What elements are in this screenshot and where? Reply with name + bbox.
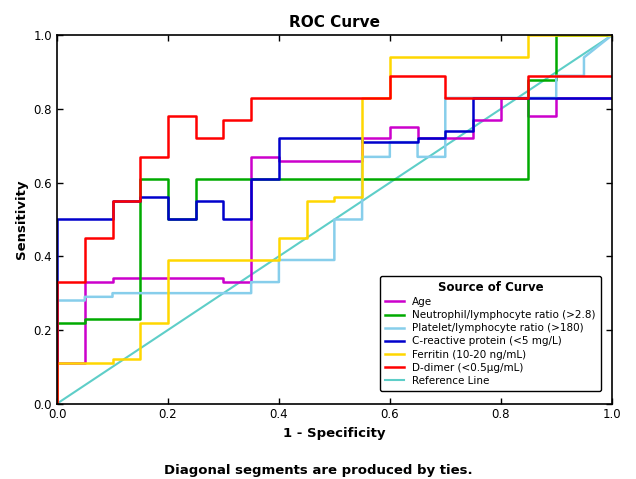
X-axis label: 1 - Specificity: 1 - Specificity bbox=[283, 427, 385, 440]
Text: Diagonal segments are produced by ties.: Diagonal segments are produced by ties. bbox=[163, 464, 473, 477]
Y-axis label: Sensitivity: Sensitivity bbox=[15, 180, 28, 259]
Title: ROC Curve: ROC Curve bbox=[289, 15, 380, 30]
Legend: Age, Neutrophil/lymphocyte ratio (>2.8), Platelet/lymphocyte ratio (>180), C-rea: Age, Neutrophil/lymphocyte ratio (>2.8),… bbox=[380, 276, 601, 391]
